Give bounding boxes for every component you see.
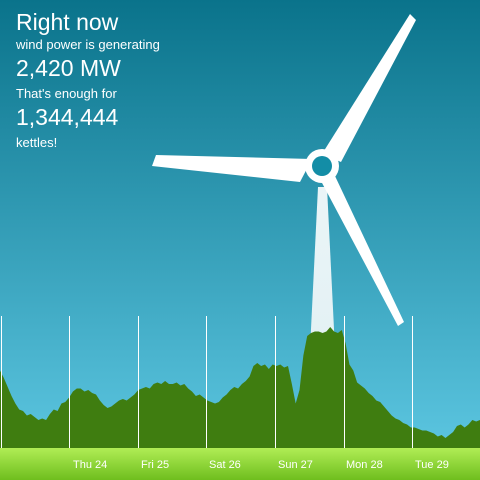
tick-label-fri25: Fri 25 — [141, 459, 170, 471]
tick-label-tue29: Tue 29 — [415, 459, 449, 471]
kettles-label: kettles! — [16, 135, 58, 150]
comparison-text: That's enough for — [16, 86, 117, 101]
ground-band — [0, 448, 480, 480]
tick-label-sun27: Sun 27 — [278, 459, 313, 471]
headline-subtitle: wind power is generating — [16, 37, 160, 52]
blade-left — [152, 155, 312, 182]
power-readout: 2,420 MW — [16, 55, 121, 81]
headline-title: Right now — [16, 9, 119, 35]
headline-panel: Right now wind power is generating 2,420… — [16, 8, 160, 151]
generation-area — [0, 327, 480, 450]
turbine-rotor — [152, 14, 416, 326]
blade-up — [322, 14, 416, 162]
kettles-count: 1,344,444 — [16, 104, 119, 130]
tick-label-sat26: Sat 26 — [209, 459, 241, 471]
blade-down — [321, 176, 404, 326]
tick-label-thu24: Thu 24 — [73, 459, 108, 471]
tick-label-mon28: Mon 28 — [346, 459, 383, 471]
turbine-hub-center — [312, 156, 332, 176]
